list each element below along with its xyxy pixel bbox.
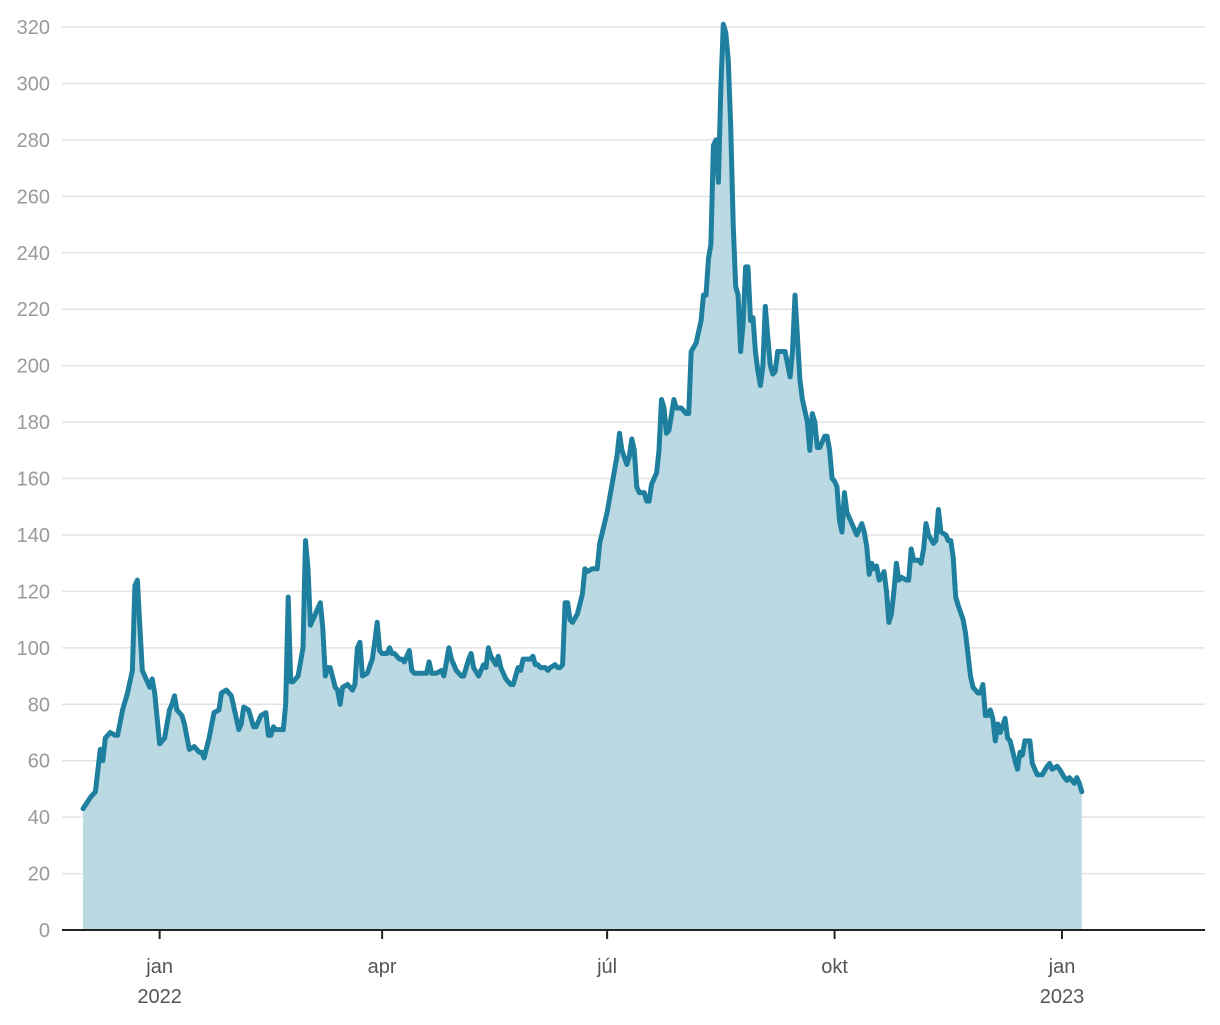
axes: [62, 929, 1205, 939]
y-tick-labels: 0 20 40 60 80 100 120 140 160 180 200 220 240 260 280 3…: [17, 17, 50, 942]
y-tick-label-20: 20: [28, 864, 50, 886]
x-tick-label-1: apr: [368, 956, 397, 978]
y-tick-label-40: 40: [28, 807, 50, 829]
y-tick-label-180: 180: [17, 412, 50, 434]
y-tick-label-120: 120: [17, 581, 50, 603]
y-tick-label-260: 260: [17, 186, 50, 208]
y-tick-label-0: 0: [39, 920, 50, 942]
y-tick-label-320: 320: [17, 17, 50, 39]
x-tick-label-0: jan: [145, 956, 173, 978]
y-tick-label-280: 280: [17, 130, 50, 152]
x-tick-label-4: jan: [1048, 956, 1076, 978]
x-tick-year-0: 2022: [137, 986, 182, 1008]
y-tick-label-140: 140: [17, 525, 50, 547]
x-tick-label-3: okt: [821, 956, 848, 978]
x-tick-labels: jan 2022 apr júl okt jan 2023: [137, 956, 1084, 1008]
series-line-0: [80, 21, 1085, 812]
y-tick-label-300: 300: [17, 73, 50, 95]
y-tick-label-200: 200: [17, 356, 50, 378]
series-area-0: [83, 24, 1082, 930]
x-tick-year-4: 2023: [1040, 986, 1085, 1008]
y-tick-label-100: 100: [17, 638, 50, 660]
y-tick-label-240: 240: [17, 243, 50, 265]
y-tick-label-160: 160: [17, 469, 50, 491]
x-tick-label-2: júl: [596, 956, 617, 978]
y-tick-label-60: 60: [28, 751, 50, 773]
y-tick-label-220: 220: [17, 299, 50, 321]
area-layer: [80, 21, 1085, 930]
y-tick-label-80: 80: [28, 694, 50, 716]
